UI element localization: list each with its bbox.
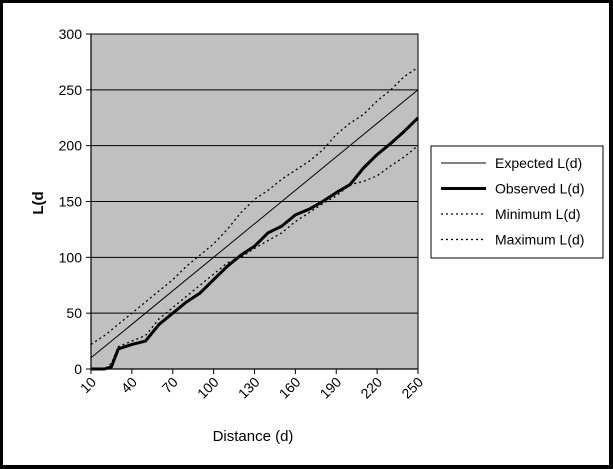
x-tick-label: 100 bbox=[194, 374, 222, 402]
legend-label: Minimum L(d) bbox=[495, 206, 581, 222]
y-tick-label: 100 bbox=[59, 249, 83, 265]
x-tick-label: 160 bbox=[276, 374, 304, 402]
x-axis-title: Distance (d) bbox=[213, 428, 294, 445]
legend-label: Maximum L(d) bbox=[495, 232, 584, 248]
y-tick-label: 200 bbox=[59, 138, 83, 154]
line-chart: 0 50 100 150 200 250 300 10 40 70 100 130 160 190 220 2… bbox=[30, 26, 604, 445]
x-tick-label: 40 bbox=[118, 374, 140, 396]
x-tick-label: 250 bbox=[398, 374, 426, 402]
y-tick-label: 50 bbox=[66, 305, 82, 321]
plot-area bbox=[90, 33, 420, 371]
x-tick-label: 220 bbox=[357, 374, 385, 402]
legend-box bbox=[430, 145, 604, 259]
y-tick-label: 150 bbox=[59, 194, 83, 210]
series-line-expected-l-d bbox=[90, 89, 419, 359]
legend: Expected L(d) Observed L(d) Minimum L(d) Ma… bbox=[430, 145, 604, 259]
legend-label: Expected L(d) bbox=[495, 155, 582, 171]
y-tick-label: 250 bbox=[59, 82, 83, 98]
chart-frame: 0 50 100 150 200 250 300 10 40 70 100 130 160 190 220 2… bbox=[3, 3, 609, 465]
legend-label: Observed L(d) bbox=[495, 181, 584, 197]
y-tick-label: 300 bbox=[59, 26, 83, 42]
x-tick-label: 10 bbox=[77, 374, 99, 396]
x-tick-label: 130 bbox=[235, 374, 263, 402]
x-tick-label: 70 bbox=[159, 374, 181, 396]
series-line-observed-l-d bbox=[91, 116, 420, 371]
x-tick-label: 190 bbox=[317, 374, 345, 402]
y-axis-title: L(d bbox=[30, 191, 47, 214]
y-tick-label: 0 bbox=[74, 361, 82, 377]
